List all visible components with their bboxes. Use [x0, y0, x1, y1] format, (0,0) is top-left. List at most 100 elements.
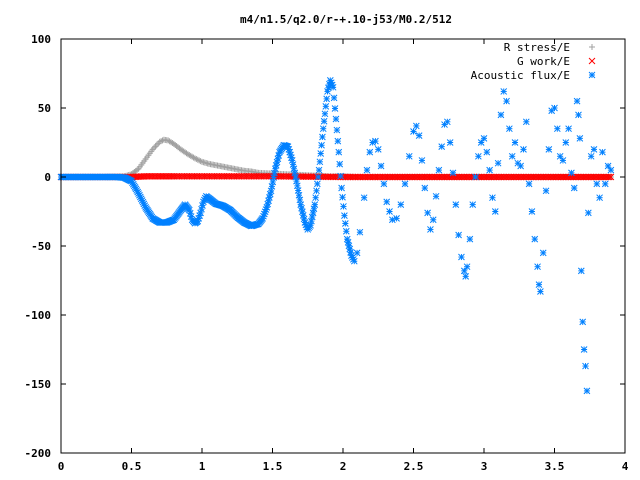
- data-point: [388, 216, 396, 224]
- data-point: [316, 158, 324, 166]
- data-point: [551, 104, 558, 112]
- data-point: [292, 173, 299, 181]
- data-point: [587, 152, 595, 160]
- data-point: [562, 139, 570, 146]
- data-point: [421, 184, 429, 192]
- data-point: [393, 215, 400, 222]
- data-point: [405, 152, 413, 160]
- data-point: [486, 166, 493, 174]
- data-point: [599, 148, 606, 156]
- data-point: [458, 253, 465, 261]
- x-tick-label: 3: [481, 460, 488, 473]
- data-point: [318, 141, 325, 149]
- data-point: [553, 125, 561, 133]
- legend-marker: [588, 57, 596, 65]
- data-point: [582, 362, 589, 370]
- data-point: [308, 217, 315, 225]
- data-point: [317, 150, 325, 157]
- data-point: [271, 169, 278, 177]
- data-point: [565, 125, 572, 133]
- data-point: [522, 118, 530, 126]
- series-2: [57, 77, 615, 395]
- data-point: [607, 173, 615, 181]
- data-point: [153, 141, 160, 148]
- data-point: [462, 273, 470, 280]
- data-point: [331, 105, 339, 112]
- data-point: [511, 139, 519, 146]
- data-point: [191, 155, 198, 162]
- data-point: [336, 160, 344, 168]
- y-tick-label: -100: [25, 309, 52, 322]
- data-point: [607, 166, 615, 174]
- data-point: [427, 226, 434, 233]
- data-point: [333, 126, 341, 134]
- x-tick-label: 1.5: [263, 460, 283, 473]
- data-point: [168, 172, 176, 180]
- series-1: [57, 172, 615, 181]
- data-point: [341, 220, 349, 227]
- data-point: [313, 180, 321, 188]
- data-point: [321, 110, 329, 118]
- data-point: [386, 208, 393, 215]
- data-point: [483, 148, 491, 156]
- data-point: [455, 231, 462, 239]
- data-point: [374, 146, 382, 153]
- data-point: [570, 184, 578, 192]
- data-point: [410, 128, 417, 135]
- data-point: [480, 135, 488, 142]
- data-point: [308, 213, 316, 221]
- data-point: [535, 281, 543, 288]
- data-point: [332, 115, 340, 123]
- x-tick-label: 3.5: [545, 460, 565, 473]
- data-point: [506, 125, 513, 133]
- data-point: [383, 198, 391, 206]
- data-point: [491, 208, 499, 215]
- data-point: [309, 209, 317, 217]
- y-tick-label: -50: [31, 240, 51, 253]
- data-point: [298, 204, 305, 212]
- data-point: [568, 169, 575, 177]
- data-point: [372, 137, 379, 145]
- data-point: [593, 180, 601, 188]
- data-point: [576, 135, 584, 142]
- data-point: [545, 146, 553, 153]
- data-point: [596, 194, 603, 202]
- legend-label: Acoustic flux/E: [471, 69, 570, 82]
- legend-label: G work/E: [517, 55, 570, 68]
- data-point: [377, 162, 385, 170]
- data-point: [463, 263, 471, 271]
- axes: 0 0.5 1 1.5 2 2.5 3 3.5 4 -200 -150 -100 -50 0 50 100: [25, 33, 629, 473]
- data-point: [314, 173, 322, 181]
- data-point: [268, 183, 276, 190]
- data-point: [604, 162, 612, 170]
- data-point: [315, 166, 323, 174]
- data-point: [380, 180, 388, 188]
- data-point: [525, 180, 533, 188]
- data-point: [517, 162, 525, 170]
- data-point: [438, 143, 446, 150]
- x-tick-label: 1: [199, 460, 206, 473]
- data-point: [319, 133, 326, 141]
- legend-label: R stress/E: [504, 41, 570, 54]
- legend-marker: [589, 44, 595, 50]
- data-point: [320, 117, 328, 125]
- data-point: [466, 235, 474, 243]
- x-tick-label: 2: [340, 460, 347, 473]
- data-point: [134, 166, 141, 173]
- data-point: [156, 138, 163, 145]
- y-tick-label: 50: [38, 102, 51, 115]
- data-point: [196, 157, 203, 164]
- data-point: [197, 158, 204, 165]
- data-point: [489, 194, 496, 202]
- data-point: [340, 203, 347, 210]
- data-point: [319, 125, 327, 133]
- data-point: [528, 208, 536, 215]
- data-point: [158, 138, 165, 145]
- y-tick-label: 0: [44, 171, 51, 184]
- data-point: [338, 184, 345, 192]
- data-point: [584, 209, 592, 217]
- data-point: [494, 159, 502, 167]
- data-point: [288, 157, 296, 164]
- data-point: [151, 144, 158, 151]
